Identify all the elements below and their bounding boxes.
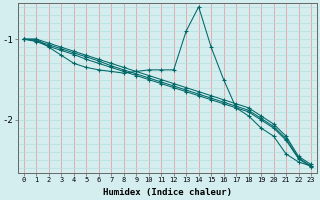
X-axis label: Humidex (Indice chaleur): Humidex (Indice chaleur) xyxy=(103,188,232,197)
